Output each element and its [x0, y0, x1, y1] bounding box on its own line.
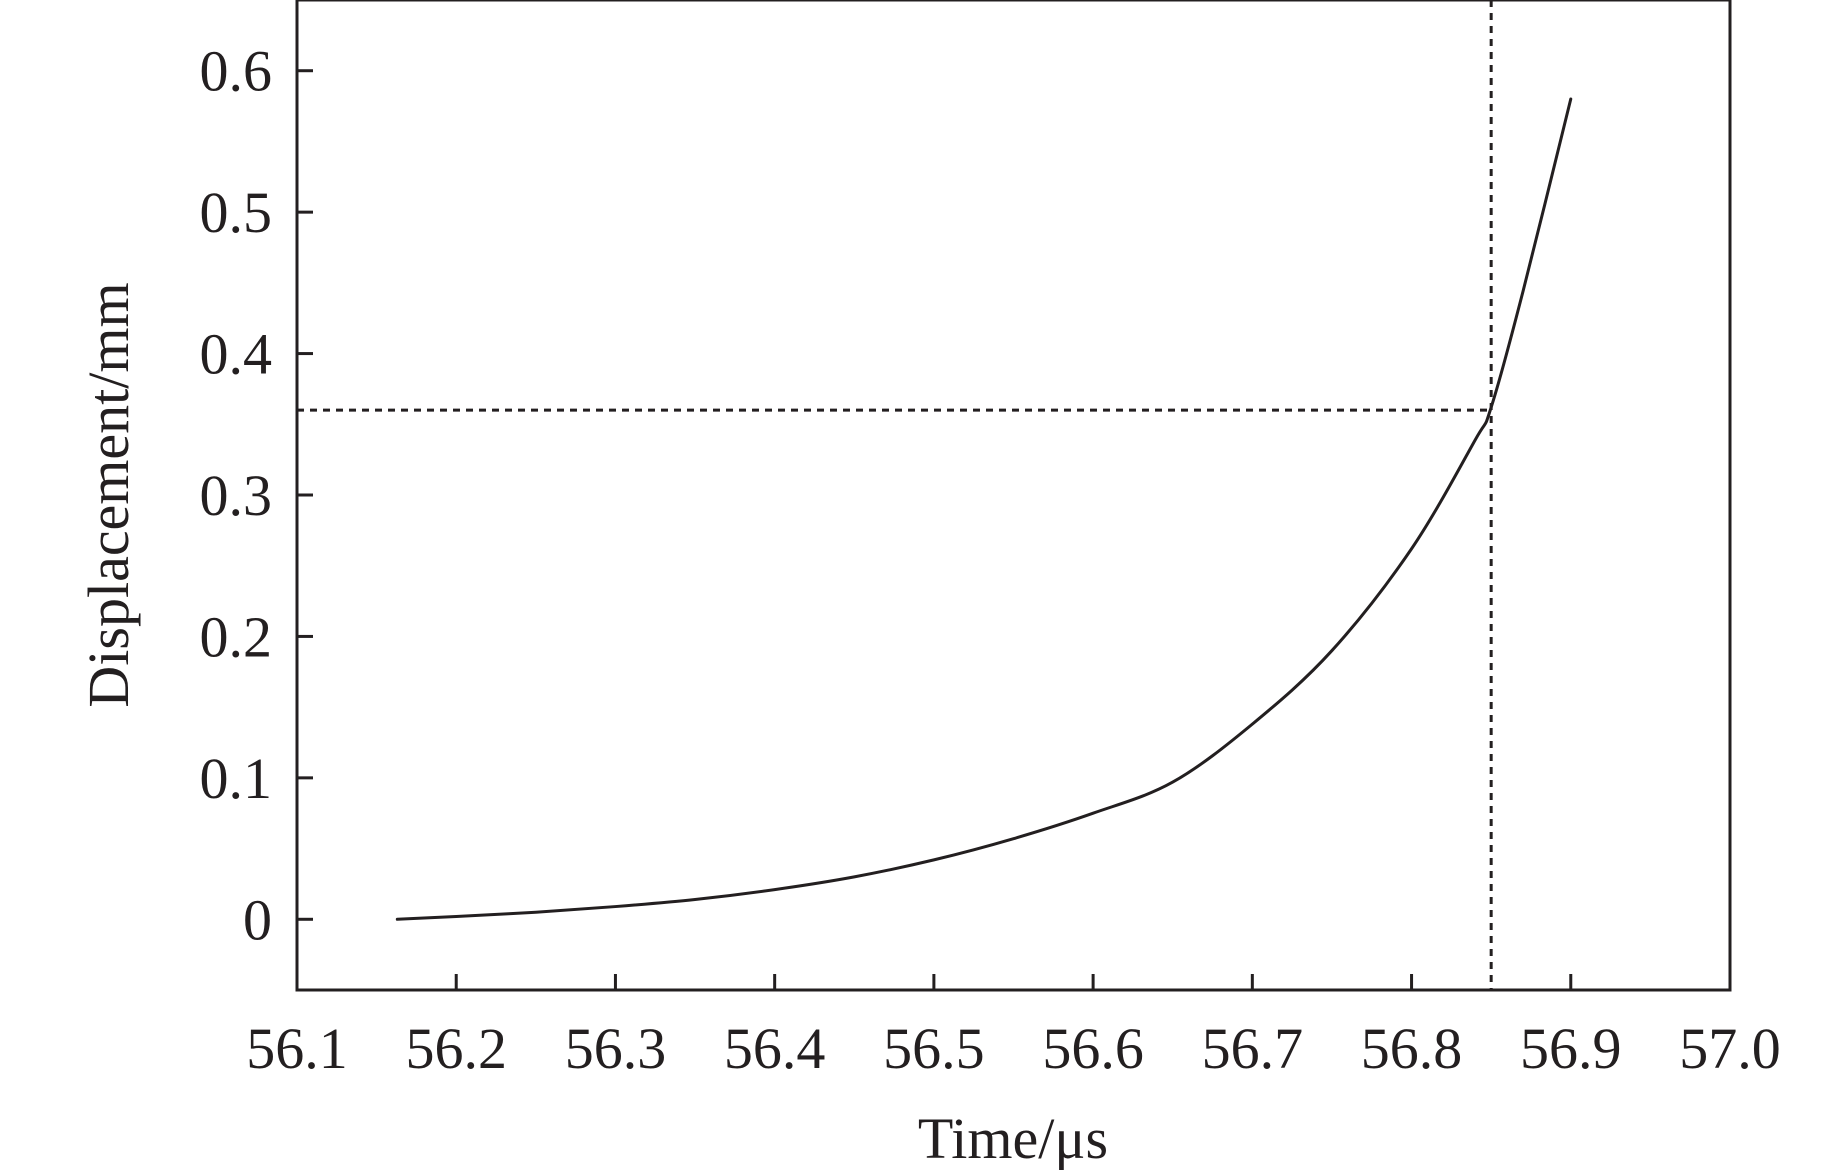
y-tick-label: 0.1	[200, 746, 273, 811]
y-axis-label: Displacement/mm	[76, 282, 141, 707]
x-tick-label: 56.5	[883, 1016, 985, 1081]
y-tick-label: 0.2	[200, 604, 273, 669]
x-tick-label: 56.9	[1520, 1016, 1622, 1081]
series-layer	[395, 97, 1573, 921]
x-tick-label: 57.0	[1679, 1016, 1781, 1081]
x-tick-label: 56.8	[1361, 1016, 1463, 1081]
x-tick-label: 56.1	[246, 1016, 348, 1081]
x-tick-label: 56.6	[1042, 1016, 1144, 1081]
y-tick-label: 0.6	[200, 39, 273, 104]
x-tick-label: 56.7	[1202, 1016, 1304, 1081]
y-tick-label: 0.5	[200, 180, 273, 245]
y-axis-ticks: 0 0.1 0.2 0.3 0.4 0.5 0.6	[200, 39, 313, 952]
reference-lines	[297, 0, 1493, 990]
y-tick-label: 0	[243, 887, 272, 952]
x-tick-label: 56.4	[724, 1016, 826, 1081]
x-tick-label: 56.3	[565, 1016, 667, 1081]
plot-frame	[295, 0, 1732, 992]
y-tick-label: 0.4	[200, 322, 273, 387]
displacement-series-line	[395, 97, 1573, 921]
x-tick-label: 56.2	[405, 1016, 507, 1081]
x-axis-label: Time/μs	[918, 1106, 1108, 1170]
y-tick-label: 0.3	[200, 463, 273, 528]
x-axis-ticks: 56.1 56.2 56.3 56.4 56.5 56.6 56.7 56.8 56.9 57.0	[246, 974, 1781, 1081]
